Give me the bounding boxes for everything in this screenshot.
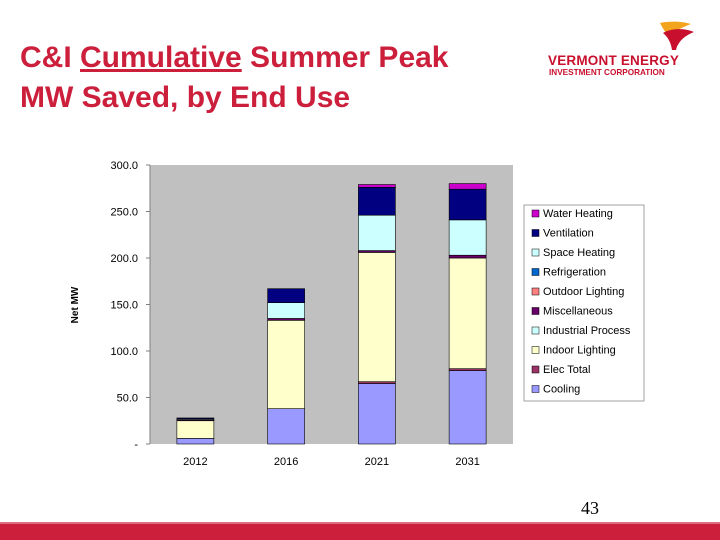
legend-label: Miscellaneous (543, 306, 613, 318)
legend-label: Refrigeration (543, 267, 606, 279)
bar-segment (448, 219, 487, 256)
legend-label: Outdoor Lighting (543, 286, 624, 298)
bar-segment (267, 408, 305, 445)
bar-segment (448, 183, 487, 190)
legend-label: Elec Total (543, 364, 591, 376)
footer-bar (0, 522, 720, 540)
y-tick-label: 250.0 (110, 207, 138, 219)
bar-segment (176, 420, 215, 439)
logo-flame-icon (660, 21, 694, 50)
legend-swatch (531, 326, 540, 335)
bar-segment (448, 188, 487, 221)
y-tick-label: 200.0 (110, 253, 138, 265)
y-tick-label: 100.0 (110, 346, 138, 358)
bar-segment (358, 214, 396, 251)
legend-label: Ventilation (543, 228, 594, 240)
slide-title: C&I Cumulative Summer Peak MW Saved, by E… (20, 38, 449, 118)
legend-label: Cooling (543, 384, 580, 396)
bar-segment (176, 438, 215, 445)
legend-swatch (531, 307, 540, 315)
x-tick-label: 2021 (365, 456, 389, 468)
x-tick-label: 2031 (455, 456, 479, 468)
bar-segment (358, 187, 396, 216)
title-text-line2: MW Saved, by End Use (20, 81, 351, 114)
logo-text-line1: VERMONT ENERGY (548, 53, 680, 68)
legend-swatch (531, 287, 540, 296)
x-tick-label: 2016 (274, 456, 298, 468)
logo-text-line2: INVESTMENT CORPORATION (549, 68, 665, 77)
bar-segment (448, 370, 487, 445)
title-text-part2: Summer Peak (241, 41, 449, 74)
bar-segment (448, 254, 487, 259)
legend-swatch (531, 365, 540, 374)
bar-segment (267, 320, 305, 409)
legend-swatch (531, 346, 540, 354)
bar-segment (176, 417, 215, 420)
legend-label: Industrial Process (543, 325, 631, 337)
legend-label: Water Heating (543, 208, 613, 220)
bar-segment (358, 383, 396, 445)
legend-swatch (531, 385, 540, 393)
bar-segment (358, 252, 396, 382)
y-tick-label: - (134, 439, 138, 451)
vermont-energy-logo: VERMONT ENERGY INVESTMENT CORPORATION (548, 20, 698, 80)
y-axis-title: Net MW (70, 286, 81, 323)
bar-segment (267, 288, 305, 303)
y-tick-label: 300.0 (110, 160, 138, 172)
page-number: 43 (581, 498, 599, 518)
legend-swatch (531, 248, 540, 257)
title-text-part1: C&I (20, 41, 80, 74)
legend-box (523, 204, 645, 402)
bar-segment (358, 184, 396, 188)
legend-swatch (531, 268, 540, 276)
bar-segment (267, 302, 305, 319)
x-tick-label: 2012 (183, 456, 207, 468)
bar-segment (448, 257, 487, 369)
title-underlined-word: Cumulative (80, 41, 242, 74)
y-tick-label: 150.0 (110, 300, 138, 312)
y-tick-label: 50.0 (117, 393, 138, 405)
stacked-bar-chart: - 50.0 100.0 150.0 200.0 250.0 300.0 Net MW 2012… (70, 160, 645, 468)
logo-flame-red (663, 29, 694, 50)
legend-label: Space Heating (543, 247, 615, 259)
legend-swatch (531, 229, 540, 237)
legend-swatch (531, 209, 540, 218)
legend-label: Indoor Lighting (543, 345, 616, 357)
